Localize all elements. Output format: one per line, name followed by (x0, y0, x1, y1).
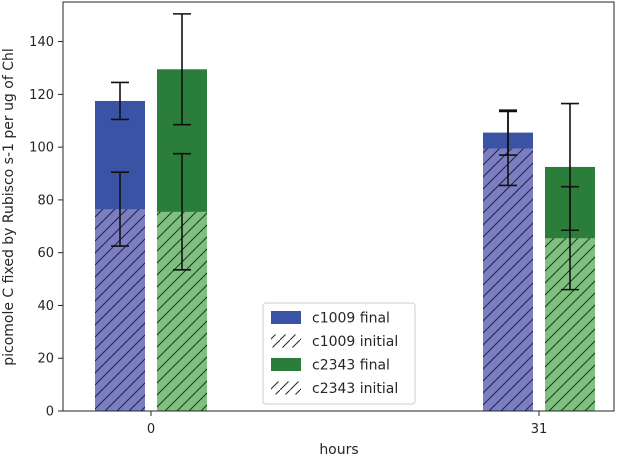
x-axis-label: hours (319, 442, 358, 455)
legend-frame (262, 302, 416, 405)
y-tick-label: 100 (29, 141, 54, 156)
error-bars-layer (111, 13, 579, 291)
legend-item: c2343 final (271, 358, 390, 374)
error-bar-c2343-initial-0 (173, 152, 191, 271)
y-axis-label: picomole C fixed by Rubisco s-1 per ug o… (1, 48, 17, 366)
error-bar-c1009-final-0 (111, 81, 129, 121)
legend-label: c2343 initial (312, 381, 398, 397)
legend-swatch (271, 358, 301, 371)
y-tick-label: 120 (29, 88, 54, 103)
ticks: 0 20 40 60 80 100 120 140 0 31 (29, 35, 547, 437)
legend-item: c2343 initial (271, 381, 398, 397)
legend-item: c1009 initial (271, 334, 398, 350)
plot-frame (62, 1, 615, 412)
error-bar-c1009-initial-31 (499, 110, 517, 187)
axes (62, 1, 615, 412)
error-bar-c1009-initial-0 (111, 171, 129, 247)
legend-label: c1009 final (312, 311, 390, 327)
y-tick-label: 0 (46, 405, 54, 420)
x-tick-label: 31 (531, 422, 548, 437)
legend-item: c1009 final (271, 311, 390, 327)
y-tick-label: 80 (37, 193, 54, 208)
y-tick-label: 20 (37, 352, 54, 367)
y-tick-label: 40 (37, 299, 54, 314)
x-tick-label: 0 (147, 422, 155, 437)
y-tick-label: 60 (37, 246, 54, 261)
bar-c1009-initial-31 (483, 148, 533, 412)
legend-swatch (271, 311, 301, 324)
legend-label: c2343 final (312, 358, 390, 374)
y-tick-label: 140 (29, 35, 54, 50)
legend-swatch (271, 381, 301, 395)
legend-swatch (271, 334, 301, 348)
error-bar-c2343-final-0 (173, 13, 191, 126)
legend: c1009 final c1009 initial c2343 final c2343… (262, 302, 416, 405)
legend-label: c1009 initial (312, 334, 398, 350)
error-bar-c2343-initial-31 (561, 185, 579, 291)
